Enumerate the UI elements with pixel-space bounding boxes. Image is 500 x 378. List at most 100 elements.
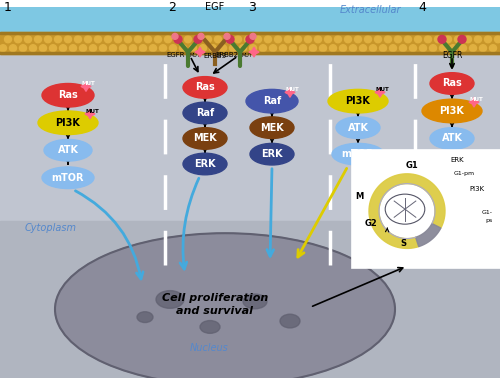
Circle shape: [364, 36, 372, 43]
Circle shape: [0, 45, 6, 51]
Circle shape: [384, 36, 392, 43]
Ellipse shape: [430, 128, 474, 149]
Circle shape: [284, 36, 292, 43]
Ellipse shape: [426, 155, 478, 177]
Circle shape: [44, 36, 52, 43]
Circle shape: [324, 36, 332, 43]
Circle shape: [440, 45, 446, 51]
Circle shape: [140, 45, 146, 51]
Circle shape: [438, 36, 446, 43]
Circle shape: [220, 45, 226, 51]
Ellipse shape: [42, 167, 94, 189]
Circle shape: [198, 33, 204, 39]
Circle shape: [14, 36, 21, 43]
Ellipse shape: [55, 233, 395, 378]
Text: ATK: ATK: [58, 145, 78, 155]
Circle shape: [40, 45, 46, 51]
Circle shape: [170, 45, 176, 51]
Text: ATK: ATK: [442, 133, 462, 144]
Circle shape: [314, 36, 322, 43]
Circle shape: [484, 36, 492, 43]
Circle shape: [30, 45, 36, 51]
Circle shape: [172, 33, 178, 39]
Circle shape: [334, 36, 342, 43]
Ellipse shape: [183, 128, 227, 149]
Text: Ras: Ras: [195, 82, 215, 92]
Circle shape: [114, 36, 121, 43]
Circle shape: [404, 36, 411, 43]
Circle shape: [194, 36, 202, 43]
Ellipse shape: [280, 314, 300, 328]
Circle shape: [490, 45, 496, 51]
Circle shape: [250, 33, 256, 39]
Bar: [0, 33, 500, 34]
Circle shape: [454, 36, 462, 43]
Circle shape: [124, 36, 132, 43]
Circle shape: [420, 45, 426, 51]
Text: Cell proliferation: Cell proliferation: [162, 293, 268, 302]
Circle shape: [224, 36, 232, 43]
Circle shape: [274, 36, 281, 43]
Text: EGFR: EGFR: [442, 51, 462, 60]
Circle shape: [344, 36, 352, 43]
Circle shape: [50, 45, 56, 51]
Polygon shape: [249, 47, 259, 57]
Circle shape: [10, 45, 16, 51]
Ellipse shape: [332, 143, 384, 165]
Polygon shape: [285, 87, 295, 97]
Circle shape: [130, 45, 136, 51]
Text: PI3K: PI3K: [440, 106, 464, 116]
Text: S: S: [400, 239, 406, 248]
Circle shape: [104, 36, 112, 43]
Circle shape: [80, 45, 86, 51]
Text: G2: G2: [364, 219, 378, 228]
Text: MUT: MUT: [375, 87, 389, 92]
Ellipse shape: [42, 84, 94, 107]
Text: PI3K: PI3K: [470, 186, 484, 192]
Circle shape: [64, 36, 71, 43]
Circle shape: [110, 45, 116, 51]
Text: G1: G1: [406, 161, 418, 170]
Text: MUT: MUT: [85, 109, 99, 114]
Text: 3: 3: [248, 1, 256, 14]
Text: ERK: ERK: [261, 149, 283, 159]
Circle shape: [494, 36, 500, 43]
Text: 1: 1: [4, 1, 12, 14]
Text: mTOR: mTOR: [436, 161, 468, 171]
Circle shape: [190, 45, 196, 51]
Circle shape: [84, 36, 91, 43]
Circle shape: [270, 45, 276, 51]
Circle shape: [200, 45, 206, 51]
Circle shape: [460, 45, 466, 51]
Circle shape: [54, 36, 62, 43]
Circle shape: [310, 45, 316, 51]
Ellipse shape: [200, 321, 220, 333]
Circle shape: [150, 45, 156, 51]
Polygon shape: [375, 87, 385, 97]
Circle shape: [414, 36, 422, 43]
Ellipse shape: [183, 77, 227, 98]
Circle shape: [354, 36, 362, 43]
Ellipse shape: [38, 111, 98, 135]
Circle shape: [400, 45, 406, 51]
Polygon shape: [369, 174, 445, 248]
Polygon shape: [85, 109, 95, 119]
Ellipse shape: [336, 117, 380, 138]
Text: MUT: MUT: [189, 53, 200, 58]
Text: ATK: ATK: [348, 123, 368, 133]
Circle shape: [300, 45, 306, 51]
Circle shape: [480, 45, 486, 51]
Circle shape: [444, 36, 452, 43]
Bar: [0, 52, 500, 54]
Circle shape: [424, 36, 432, 43]
Text: 4: 4: [418, 1, 426, 14]
Circle shape: [370, 45, 376, 51]
Circle shape: [360, 45, 366, 51]
Ellipse shape: [183, 153, 227, 175]
Text: Ras: Ras: [442, 79, 462, 88]
Text: Ras: Ras: [58, 90, 78, 100]
Text: EGFR: EGFR: [166, 52, 185, 58]
Circle shape: [374, 36, 382, 43]
Circle shape: [160, 45, 166, 51]
Circle shape: [380, 45, 386, 51]
